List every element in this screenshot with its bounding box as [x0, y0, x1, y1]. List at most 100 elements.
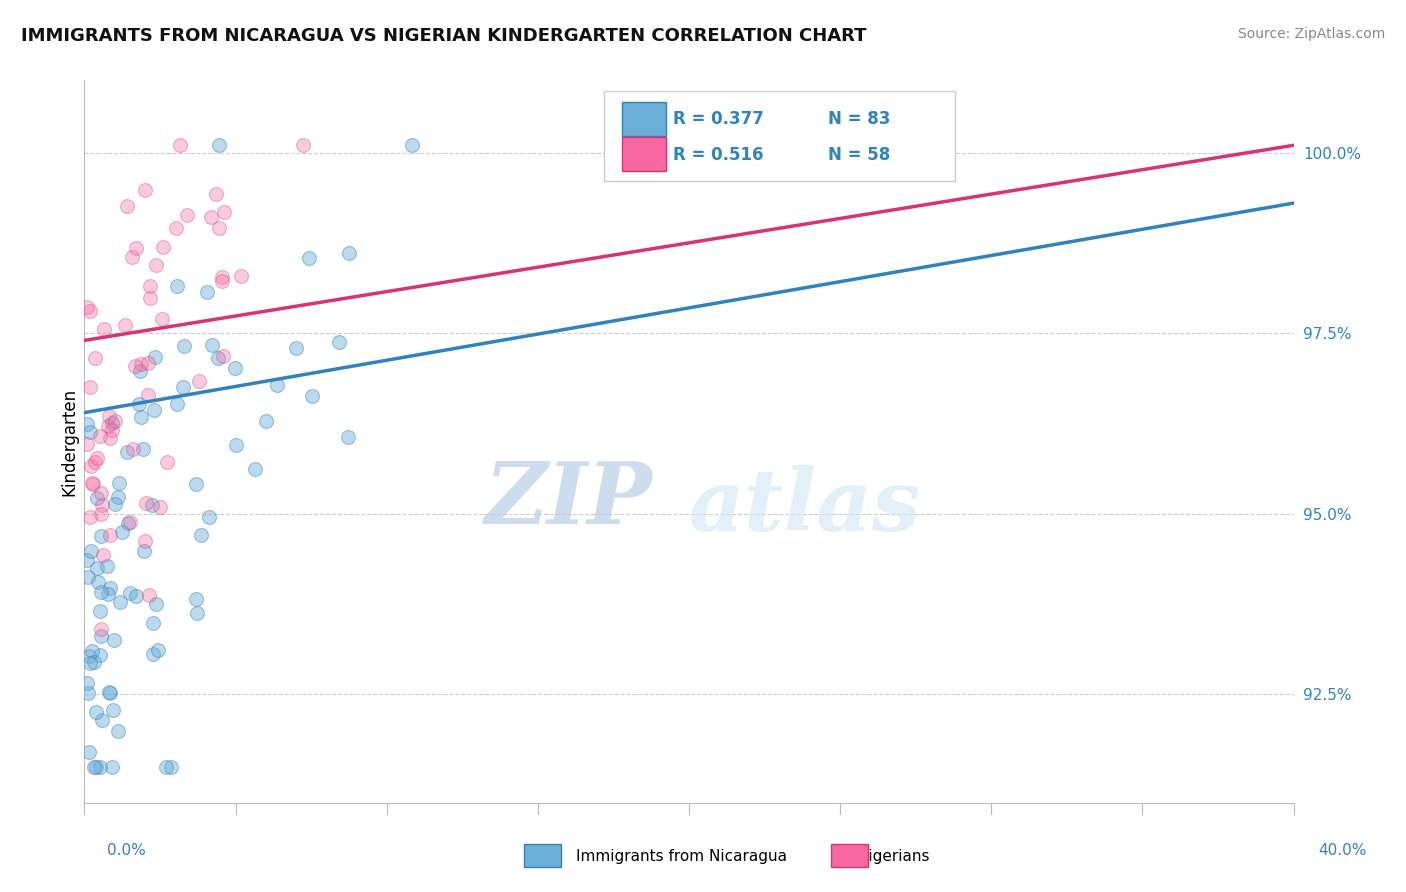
Point — [83, 655, 105, 669]
Point — [84, 455, 107, 469]
Point — [149, 500, 172, 514]
Point — [166, 279, 188, 293]
Point — [107, 723, 129, 738]
Point — [82, 643, 104, 657]
Point — [146, 643, 169, 657]
Point — [76, 417, 98, 431]
Point — [108, 476, 131, 491]
Point — [101, 423, 124, 437]
Point — [291, 138, 314, 153]
Point — [138, 291, 160, 305]
Point — [160, 759, 183, 773]
Point — [152, 240, 174, 254]
Point — [84, 351, 107, 366]
Point — [93, 322, 115, 336]
Point — [115, 445, 138, 459]
Point — [212, 204, 235, 219]
Point — [129, 410, 152, 425]
Point — [337, 245, 360, 260]
Point — [110, 525, 132, 540]
Point — [103, 633, 125, 648]
Point — [198, 509, 221, 524]
Point — [201, 338, 224, 352]
Point — [101, 703, 124, 717]
Text: N = 58: N = 58 — [828, 145, 890, 164]
Point — [187, 374, 209, 388]
Point — [80, 458, 103, 473]
Point — [301, 389, 323, 403]
Point — [89, 429, 111, 443]
Point — [224, 360, 246, 375]
Point — [205, 187, 228, 202]
Text: R = 0.516: R = 0.516 — [673, 145, 763, 164]
Point — [141, 499, 163, 513]
Point — [98, 409, 121, 424]
Point — [96, 559, 118, 574]
Point — [208, 138, 231, 153]
Point — [134, 534, 156, 549]
Point — [83, 759, 105, 773]
Point — [87, 574, 110, 589]
Point — [190, 528, 212, 542]
Point — [91, 498, 114, 512]
Point — [86, 561, 108, 575]
Point — [79, 649, 101, 664]
Point — [79, 425, 101, 440]
Text: R = 0.377: R = 0.377 — [673, 110, 763, 128]
Point — [76, 552, 98, 566]
Point — [243, 462, 266, 476]
Point — [104, 497, 127, 511]
Text: atlas: atlas — [689, 465, 921, 549]
Point — [90, 629, 112, 643]
Point — [80, 476, 103, 491]
Point — [136, 355, 159, 369]
Point — [107, 490, 129, 504]
Point — [184, 477, 207, 491]
Point — [138, 588, 160, 602]
Point — [98, 528, 121, 542]
Point — [79, 510, 101, 524]
Point — [86, 450, 108, 465]
Point — [90, 584, 112, 599]
Point — [125, 589, 148, 603]
Point — [118, 515, 141, 529]
Point — [266, 377, 288, 392]
Point — [145, 258, 167, 272]
Point — [166, 397, 188, 411]
Point — [229, 268, 252, 283]
Point — [173, 339, 195, 353]
Point — [91, 548, 114, 562]
Point — [195, 285, 218, 299]
Point — [122, 442, 145, 457]
Point — [77, 570, 100, 584]
Point — [100, 581, 122, 595]
Point — [120, 586, 142, 600]
Text: N = 83: N = 83 — [828, 110, 890, 128]
Point — [142, 647, 165, 661]
Point — [139, 278, 162, 293]
Point — [100, 686, 122, 700]
Point — [155, 759, 177, 773]
FancyBboxPatch shape — [605, 91, 955, 181]
Point — [100, 759, 122, 773]
Point — [200, 210, 222, 224]
Point — [285, 341, 308, 355]
Text: 40.0%: 40.0% — [1319, 843, 1367, 858]
Point — [121, 250, 143, 264]
Point — [90, 622, 112, 636]
Point — [98, 431, 121, 445]
Point — [98, 685, 121, 699]
Point — [79, 380, 101, 394]
FancyBboxPatch shape — [623, 102, 666, 136]
Point — [86, 491, 108, 505]
Y-axis label: Kindergarten: Kindergarten — [60, 387, 79, 496]
Point — [328, 335, 350, 350]
Point — [142, 403, 165, 417]
Point — [207, 351, 229, 366]
Point — [97, 587, 120, 601]
Point — [211, 349, 233, 363]
FancyBboxPatch shape — [623, 136, 666, 170]
Point — [90, 507, 112, 521]
Point — [125, 241, 148, 255]
Point — [117, 516, 139, 531]
